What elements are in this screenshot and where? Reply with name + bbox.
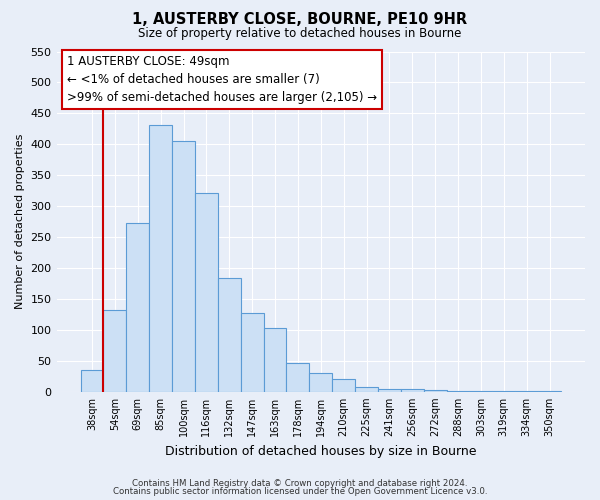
Text: Contains HM Land Registry data © Crown copyright and database right 2024.: Contains HM Land Registry data © Crown c… [132, 478, 468, 488]
Text: Contains public sector information licensed under the Open Government Licence v3: Contains public sector information licen… [113, 488, 487, 496]
Bar [446, 390, 469, 392]
Bar [218, 278, 241, 392]
Bar [127, 223, 149, 392]
Bar [263, 328, 286, 392]
Bar [80, 370, 103, 392]
Bar [241, 313, 263, 392]
Bar [538, 391, 561, 392]
Bar [103, 310, 127, 392]
Bar [378, 388, 401, 392]
Bar [149, 124, 172, 392]
Y-axis label: Number of detached properties: Number of detached properties [15, 134, 25, 310]
Bar [493, 391, 515, 392]
Bar [332, 380, 355, 392]
Bar [172, 141, 195, 392]
Bar [355, 387, 378, 392]
Text: Size of property relative to detached houses in Bourne: Size of property relative to detached ho… [139, 28, 461, 40]
Text: 1 AUSTERBY CLOSE: 49sqm
← <1% of detached houses are smaller (7)
>99% of semi-de: 1 AUSTERBY CLOSE: 49sqm ← <1% of detache… [67, 55, 377, 104]
Bar [195, 192, 218, 392]
Bar [286, 364, 310, 392]
Text: 1, AUSTERBY CLOSE, BOURNE, PE10 9HR: 1, AUSTERBY CLOSE, BOURNE, PE10 9HR [133, 12, 467, 28]
Bar [401, 390, 424, 392]
Bar [469, 390, 493, 392]
X-axis label: Distribution of detached houses by size in Bourne: Distribution of detached houses by size … [165, 444, 476, 458]
Bar [310, 373, 332, 392]
Bar [515, 391, 538, 392]
Bar [424, 390, 446, 392]
